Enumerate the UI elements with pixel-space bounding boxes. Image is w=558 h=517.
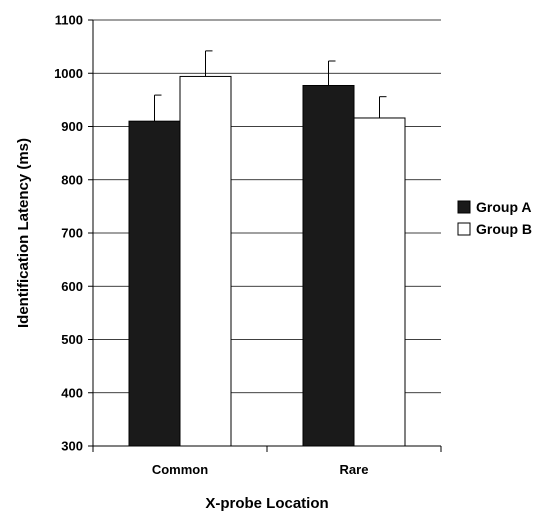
- legend-swatch-group-b: [457, 222, 471, 236]
- y-tick-label: 900: [61, 119, 83, 134]
- y-tick-label: 300: [61, 439, 83, 454]
- y-ticks: 300 400 500 600 700 800 900 1000 1100: [54, 13, 93, 454]
- legend-label: Group B: [476, 221, 532, 237]
- y-axis-title: Identification Latency (ms): [15, 138, 32, 328]
- bar-group-a-rare: [302, 84, 355, 447]
- x-tick-label: Common: [152, 462, 208, 477]
- bar-group-b-common: [179, 75, 232, 447]
- bar-group-b-rare: [353, 117, 406, 447]
- y-tick-label: 500: [61, 332, 83, 347]
- y-tick-label: 700: [61, 226, 83, 241]
- x-axis-title: X-probe Location: [205, 495, 328, 512]
- y-tick-label: 800: [61, 172, 83, 187]
- x-tick-label: Rare: [340, 462, 369, 477]
- y-tick-label: 600: [61, 279, 83, 294]
- y-tick-label: 1000: [54, 66, 83, 81]
- y-tick-label: 400: [61, 385, 83, 400]
- legend: Group A Group B: [457, 199, 532, 237]
- error-bars: [154, 50, 387, 122]
- legend-label: Group A: [476, 199, 531, 215]
- y-tick-label: 1100: [55, 13, 83, 28]
- legend-swatch-group-a: [457, 200, 471, 214]
- bar-group-a-common: [128, 120, 181, 447]
- bars: [128, 75, 406, 447]
- x-ticks: Common Rare: [92, 446, 442, 477]
